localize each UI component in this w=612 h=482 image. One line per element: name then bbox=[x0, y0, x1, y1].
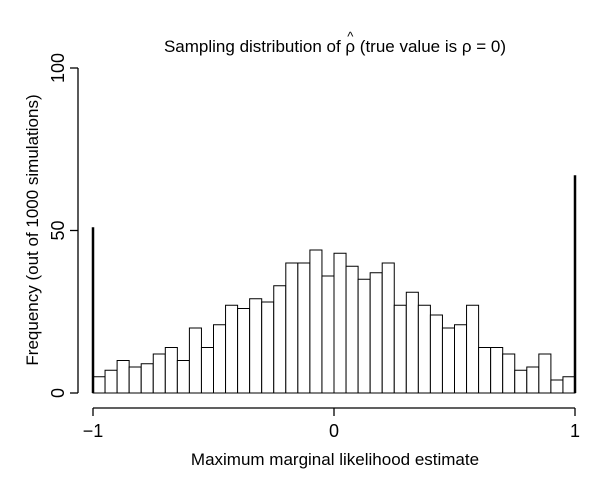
title-hat-accent: ^ bbox=[347, 29, 354, 44]
histogram-bar bbox=[249, 298, 263, 394]
y-tick-label: 0 bbox=[48, 388, 68, 398]
histogram-bar bbox=[502, 353, 516, 394]
histogram-bar bbox=[297, 262, 311, 394]
histogram-bar bbox=[466, 304, 480, 394]
y-tick-label: 50 bbox=[48, 220, 68, 240]
histogram-bar bbox=[237, 308, 251, 394]
point-mass-spikes bbox=[91, 175, 577, 393]
histogram-bar bbox=[538, 353, 552, 394]
title-suffix: (true value is ρ = 0) bbox=[355, 37, 506, 56]
histogram-bar bbox=[261, 301, 275, 394]
histogram-bar bbox=[309, 249, 323, 394]
histogram-bar bbox=[188, 327, 202, 394]
histogram-bar bbox=[213, 324, 227, 394]
histogram-bar bbox=[454, 324, 468, 394]
y-axis-label: Frequency (out of 1000 simulations) bbox=[23, 94, 42, 365]
histogram-bar bbox=[514, 369, 528, 394]
histogram-bar bbox=[550, 379, 564, 394]
histogram-bar bbox=[405, 291, 419, 394]
histogram-bar bbox=[273, 285, 287, 394]
histogram-bar bbox=[152, 353, 166, 394]
y-tick-label: 100 bbox=[48, 53, 68, 83]
histogram-bars bbox=[92, 249, 576, 394]
histogram-bar bbox=[200, 347, 214, 394]
x-axis-label: Maximum marginal likelihood estimate bbox=[191, 450, 479, 469]
x-tick-label: 1 bbox=[570, 421, 580, 441]
histogram-bar bbox=[429, 314, 443, 394]
histogram-bar bbox=[164, 347, 178, 394]
axes: −1 0 1 0 50 100 bbox=[48, 53, 580, 441]
histogram-bar bbox=[345, 265, 359, 394]
histogram-bar bbox=[393, 304, 407, 394]
chart-title: Sampling distribution of ρ (true value i… bbox=[164, 37, 506, 56]
histogram-bar bbox=[526, 366, 540, 394]
histogram-bar bbox=[116, 360, 130, 394]
histogram-bar bbox=[140, 363, 154, 394]
histogram-bar bbox=[128, 366, 142, 394]
histogram-bar bbox=[104, 369, 118, 394]
title-prefix: Sampling distribution of bbox=[164, 37, 345, 56]
x-tick-label: −1 bbox=[83, 421, 104, 441]
histogram-bar bbox=[562, 376, 576, 394]
histogram-bar bbox=[381, 262, 395, 394]
histogram-bar bbox=[333, 252, 347, 394]
histogram-bar bbox=[176, 360, 190, 394]
histogram-bar bbox=[478, 347, 492, 394]
histogram-bar bbox=[441, 327, 456, 394]
histogram-bar bbox=[357, 278, 371, 394]
histogram-bar bbox=[321, 275, 335, 394]
histogram-bar bbox=[92, 376, 106, 394]
histogram-bar bbox=[417, 304, 431, 394]
title-rho-hat: ρ bbox=[345, 37, 355, 56]
histogram-bar bbox=[285, 262, 299, 394]
histogram-bar bbox=[490, 347, 504, 394]
histogram-bar bbox=[225, 304, 239, 394]
histogram-bar bbox=[369, 272, 383, 394]
x-tick-label: 0 bbox=[329, 421, 339, 441]
